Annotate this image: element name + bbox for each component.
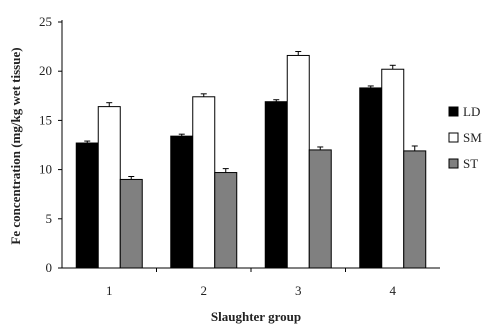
bar-ld: [359, 87, 383, 269]
legend-label-sm: SM: [463, 130, 482, 145]
plot-area: 0 5 10 15 20 25 1 2 3 4: [39, 14, 440, 298]
legend: LD SM ST: [448, 104, 482, 171]
y-tick-label: 25: [39, 14, 52, 29]
bar-sm: [192, 96, 216, 269]
legend-swatch-ld: [448, 106, 459, 117]
bar-ld: [264, 101, 288, 269]
bar-ld: [170, 135, 194, 269]
y-tick-label: 5: [46, 211, 53, 226]
x-tick-label: 4: [390, 283, 397, 298]
bar-st: [403, 150, 427, 269]
y-tick-label: 0: [46, 260, 53, 275]
y-tick-label: 15: [39, 112, 52, 127]
bar-ld: [75, 142, 99, 269]
legend-label-st: ST: [463, 156, 478, 171]
x-tick-label: 1: [106, 283, 113, 298]
y-axis-title: Fe concentration (mg/kg wet tissue): [8, 47, 23, 244]
bar-st: [119, 178, 143, 269]
x-tick-label: 3: [295, 283, 302, 298]
bar-sm: [381, 68, 405, 269]
bar-sm: [286, 54, 310, 269]
x-axis-title: Slaughter group: [211, 309, 301, 324]
x-tick-label: 2: [201, 283, 208, 298]
bar-st: [214, 172, 238, 269]
y-tick-label: 20: [39, 63, 52, 78]
bar-sm: [97, 106, 121, 269]
legend-swatch-sm: [448, 132, 459, 143]
legend-label-ld: LD: [463, 104, 480, 119]
legend-swatch-st: [448, 158, 459, 169]
bar-st: [308, 149, 332, 269]
y-tick-label: 10: [39, 162, 52, 177]
